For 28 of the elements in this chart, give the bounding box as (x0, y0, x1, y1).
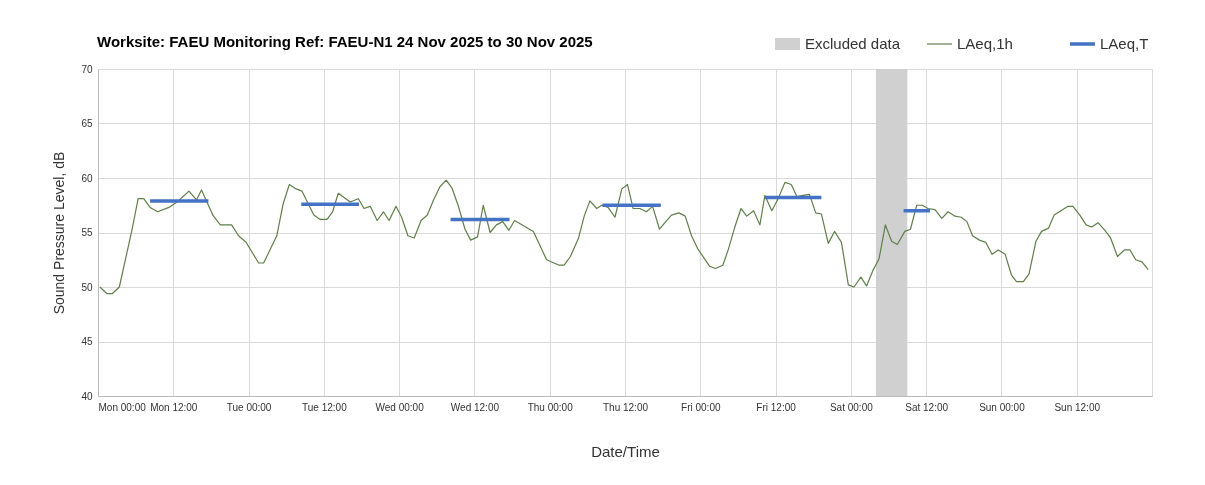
x-axis-title: Date/Time (591, 442, 660, 460)
x-tick-label: Mon 00:00 (98, 401, 147, 413)
x-tick-label: Fri 12:00 (756, 401, 797, 413)
y-tick-label: 45 (81, 336, 93, 347)
y-tick-label: 40 (81, 390, 93, 402)
y-tick-label: 50 (81, 281, 93, 293)
legend-label: LAeq,T (1100, 35, 1149, 52)
x-tick-label: Thu 00:00 (527, 401, 574, 413)
x-tick-label: Wed 00:00 (375, 401, 425, 413)
x-tick-label: Sat 00:00 (829, 401, 874, 413)
x-tick-label: Mon 12:00 (150, 401, 198, 413)
line-series (99, 179, 1149, 295)
x-tick-label: Tue 00:00 (226, 401, 272, 413)
x-tick-label: Tue 12:00 (302, 401, 348, 413)
legend-label: Excluded data (805, 35, 901, 52)
chart-title: Worksite: FAEU Monitoring Ref: FAEU-N1 24 Nov 2025 to 30 Nov 2025 (97, 33, 593, 50)
legend-label: LAeq,1h (957, 35, 1013, 52)
x-tick-label: Sat 12:00 (905, 401, 949, 413)
x-tick-label: Sun 12:00 (1054, 401, 1101, 413)
x-tick-label: Fri 00:00 (681, 401, 721, 413)
y-tick-label: 60 (81, 172, 93, 184)
y-tick-label: 65 (81, 118, 93, 129)
x-tick-label: Thu 12:00 (602, 401, 649, 413)
y-tick-label: 55 (81, 227, 93, 238)
y-axis-title: Sound Pressure Level, dB (51, 151, 68, 315)
x-tick-label: Wed 12:00 (450, 401, 500, 413)
y-tick-label: 70 (81, 63, 93, 75)
x-tick-label: Sun 00:00 (979, 401, 1026, 413)
